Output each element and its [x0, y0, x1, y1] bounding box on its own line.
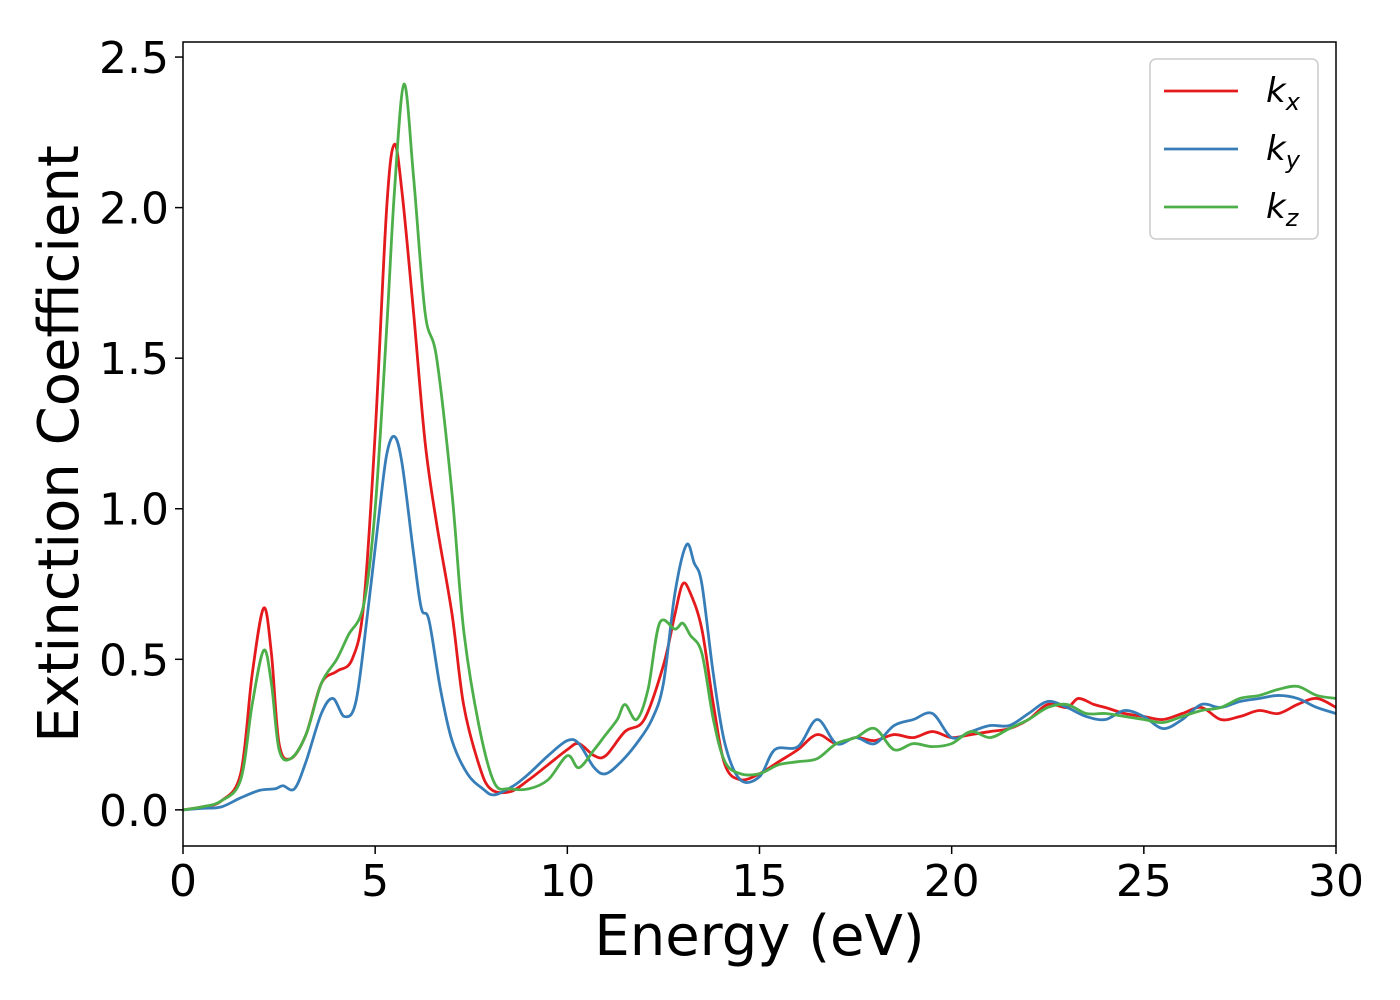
series-line-k-x [182, 142, 1337, 812]
legend-label: kz [1266, 187, 1300, 232]
x-tick-label: 10 [539, 856, 595, 907]
x-tick-label: 25 [1116, 856, 1172, 907]
y-tick-label: 1.0 [99, 485, 169, 536]
y-axis: 0.0 0.5 1.0 1.5 2.0 2.5 [99, 33, 183, 837]
legend[interactable]: kx ky kz [1149, 58, 1319, 240]
x-tick-label: 0 [169, 856, 197, 907]
x-axis: 0 5 10 15 20 25 30 [169, 846, 1364, 907]
y-tick-label: 2.0 [99, 184, 169, 235]
y-tick-label: 0.5 [99, 635, 169, 686]
x-tick-label: 20 [924, 856, 980, 907]
y-tick-label: 2.5 [99, 33, 169, 84]
series-line-k-z [182, 82, 1337, 812]
x-tick-label: 30 [1308, 856, 1364, 907]
legend-item-k-z[interactable]: kz [1164, 187, 1300, 232]
legend-label: kx [1266, 71, 1301, 116]
x-axis-title: Energy (eV) [594, 904, 924, 969]
y-tick-label: 1.5 [99, 334, 169, 385]
x-tick-label: 5 [361, 856, 389, 907]
series-layer [182, 82, 1337, 812]
y-axis-title: Extinction Coefficient [27, 145, 92, 743]
legend-item-k-x[interactable]: kx [1164, 71, 1301, 116]
plot-area [182, 41, 1337, 847]
x-tick-label: 15 [732, 856, 788, 907]
y-tick-label: 0.0 [99, 786, 169, 837]
legend-label: ky [1266, 129, 1301, 174]
legend-item-k-y[interactable]: ky [1164, 129, 1301, 174]
series-line-k-y [182, 434, 1337, 812]
